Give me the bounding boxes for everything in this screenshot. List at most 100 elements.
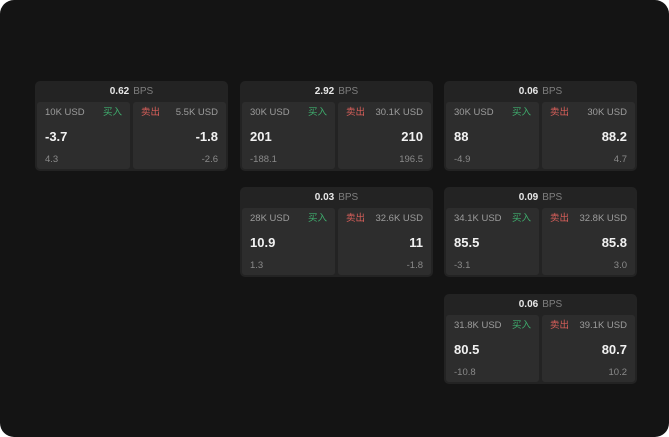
buy-label: 买入 [511, 107, 531, 118]
spread-unit-label: BPS [542, 299, 563, 310]
buy-amount: 30K USD [454, 107, 494, 118]
buy-tile[interactable]: 30K USD 买入 88 -4.9 [446, 102, 539, 169]
sell-tile[interactable]: 卖出 30K USD 88.2 4.7 [542, 102, 635, 169]
spread-header: 0.62 BPS [37, 81, 226, 102]
sell-tile[interactable]: 卖出 5.5K USD -1.8 -2.6 [133, 102, 226, 169]
sell-tile-top: 卖出 32.6K USD [346, 214, 423, 224]
buy-label: 买入 [307, 107, 327, 118]
buy-amount: 34.1K USD [454, 213, 502, 224]
buy-tile[interactable]: 34.1K USD 买入 85.5 -3.1 [446, 208, 539, 275]
sell-delta: -2.6 [201, 153, 218, 165]
quote-body: 30K USD 买入 201 -188.1 卖出 30.1K USD 210 1… [242, 102, 431, 169]
spread-value: 0.03 [314, 192, 335, 203]
sell-tile[interactable]: 卖出 32.8K USD 85.8 3.0 [542, 208, 635, 275]
buy-price: 201 [250, 128, 272, 144]
spread-header: 0.06 BPS [446, 81, 635, 102]
buy-delta: -188.1 [250, 153, 277, 165]
buy-tile-top: 28K USD 买入 [250, 214, 327, 224]
buy-tile-top: 31.8K USD 买入 [454, 321, 531, 331]
buy-tile[interactable]: 31.8K USD 买入 80.5 -10.8 [446, 315, 539, 382]
sell-label: 卖出 [550, 107, 570, 118]
spread-value: 0.09 [518, 192, 539, 203]
buy-price: 10.9 [250, 234, 276, 250]
sell-amount: 32.8K USD [579, 213, 627, 224]
spread-value: 0.06 [518, 299, 539, 310]
buy-price: 85.5 [454, 234, 480, 250]
spread-header: 0.06 BPS [446, 294, 635, 315]
sell-delta: 196.5 [399, 153, 423, 165]
buy-tile-top: 10K USD 买入 [45, 108, 122, 118]
spread-header: 0.03 BPS [242, 187, 431, 208]
sell-label: 卖出 [550, 213, 570, 224]
sell-tile-top: 卖出 5.5K USD [141, 108, 218, 118]
spread-unit-label: BPS [338, 86, 359, 97]
sell-price: 88.2 [601, 128, 627, 144]
spread-unit-label: BPS [133, 86, 154, 97]
sell-tile[interactable]: 卖出 30.1K USD 210 196.5 [338, 102, 431, 169]
sell-price: -1.8 [195, 128, 218, 144]
sell-tile-top: 卖出 30.1K USD [346, 108, 423, 118]
spread-unit-label: BPS [542, 86, 563, 97]
quote-body: 31.8K USD 买入 80.5 -10.8 卖出 39.1K USD 80.… [446, 315, 635, 382]
quote-card: 0.06 BPS 31.8K USD 买入 80.5 -10.8 卖出 39.1… [444, 294, 637, 384]
sell-tile[interactable]: 卖出 32.6K USD 11 -1.8 [338, 208, 431, 275]
spread-unit-label: BPS [338, 192, 359, 203]
quote-card: 0.62 BPS 10K USD 买入 -3.7 4.3 卖出 5.5K USD… [35, 81, 228, 171]
quote-body: 28K USD 买入 10.9 1.3 卖出 32.6K USD 11 -1.8 [242, 208, 431, 275]
sell-price: 210 [401, 128, 423, 144]
sell-label: 卖出 [346, 107, 366, 118]
sell-amount: 39.1K USD [579, 320, 627, 331]
buy-delta: 1.3 [250, 259, 264, 271]
sell-amount: 5.5K USD [175, 107, 218, 118]
sell-tile[interactable]: 卖出 39.1K USD 80.7 10.2 [542, 315, 635, 382]
buy-label: 买入 [511, 320, 531, 331]
buy-tile[interactable]: 28K USD 买入 10.9 1.3 [242, 208, 335, 275]
buy-tile[interactable]: 10K USD 买入 -3.7 4.3 [37, 102, 130, 169]
sell-label: 卖出 [346, 213, 366, 224]
spread-value: 0.62 [109, 86, 130, 97]
buy-price: 88 [454, 128, 469, 144]
sell-delta: 3.0 [613, 259, 627, 271]
spread-value: 0.06 [518, 86, 539, 97]
sell-amount: 32.6K USD [375, 213, 423, 224]
sell-tile-top: 卖出 30K USD [550, 108, 627, 118]
quote-card: 0.06 BPS 30K USD 买入 88 -4.9 卖出 30K USD 8… [444, 81, 637, 171]
buy-tile-top: 34.1K USD 买入 [454, 214, 531, 224]
buy-label: 买入 [102, 107, 122, 118]
quote-card: 0.09 BPS 34.1K USD 买入 85.5 -3.1 卖出 32.8K… [444, 187, 637, 277]
buy-label: 买入 [307, 213, 327, 224]
sell-tile-top: 卖出 32.8K USD [550, 214, 627, 224]
sell-label: 卖出 [141, 107, 161, 118]
sell-price: 11 [409, 234, 423, 250]
quote-body: 34.1K USD 买入 85.5 -3.1 卖出 32.8K USD 85.8… [446, 208, 635, 275]
spread-unit-label: BPS [542, 192, 563, 203]
buy-tile-top: 30K USD 买入 [454, 108, 531, 118]
sell-label: 卖出 [550, 320, 570, 331]
sell-delta: -1.8 [406, 259, 423, 271]
buy-delta: 4.3 [45, 153, 59, 165]
sell-amount: 30.1K USD [375, 107, 423, 118]
buy-tile[interactable]: 30K USD 买入 201 -188.1 [242, 102, 335, 169]
sell-price: 80.7 [601, 341, 627, 357]
buy-price: 80.5 [454, 341, 480, 357]
spread-header: 2.92 BPS [242, 81, 431, 102]
sell-price: 85.8 [601, 234, 627, 250]
quote-body: 10K USD 买入 -3.7 4.3 卖出 5.5K USD -1.8 -2.… [37, 102, 226, 169]
quote-card: 2.92 BPS 30K USD 买入 201 -188.1 卖出 30.1K … [240, 81, 433, 171]
buy-price: -3.7 [45, 128, 68, 144]
buy-amount: 28K USD [250, 213, 290, 224]
spread-header: 0.09 BPS [446, 187, 635, 208]
buy-amount: 30K USD [250, 107, 290, 118]
buy-delta: -3.1 [454, 259, 471, 271]
buy-label: 买入 [511, 213, 531, 224]
buy-delta: -4.9 [454, 153, 471, 165]
buy-tile-top: 30K USD 买入 [250, 108, 327, 118]
quote-card: 0.03 BPS 28K USD 买入 10.9 1.3 卖出 32.6K US… [240, 187, 433, 277]
spread-value: 2.92 [314, 86, 335, 97]
sell-tile-top: 卖出 39.1K USD [550, 321, 627, 331]
buy-amount: 10K USD [45, 107, 85, 118]
sell-amount: 30K USD [587, 107, 627, 118]
quote-body: 30K USD 买入 88 -4.9 卖出 30K USD 88.2 4.7 [446, 102, 635, 169]
